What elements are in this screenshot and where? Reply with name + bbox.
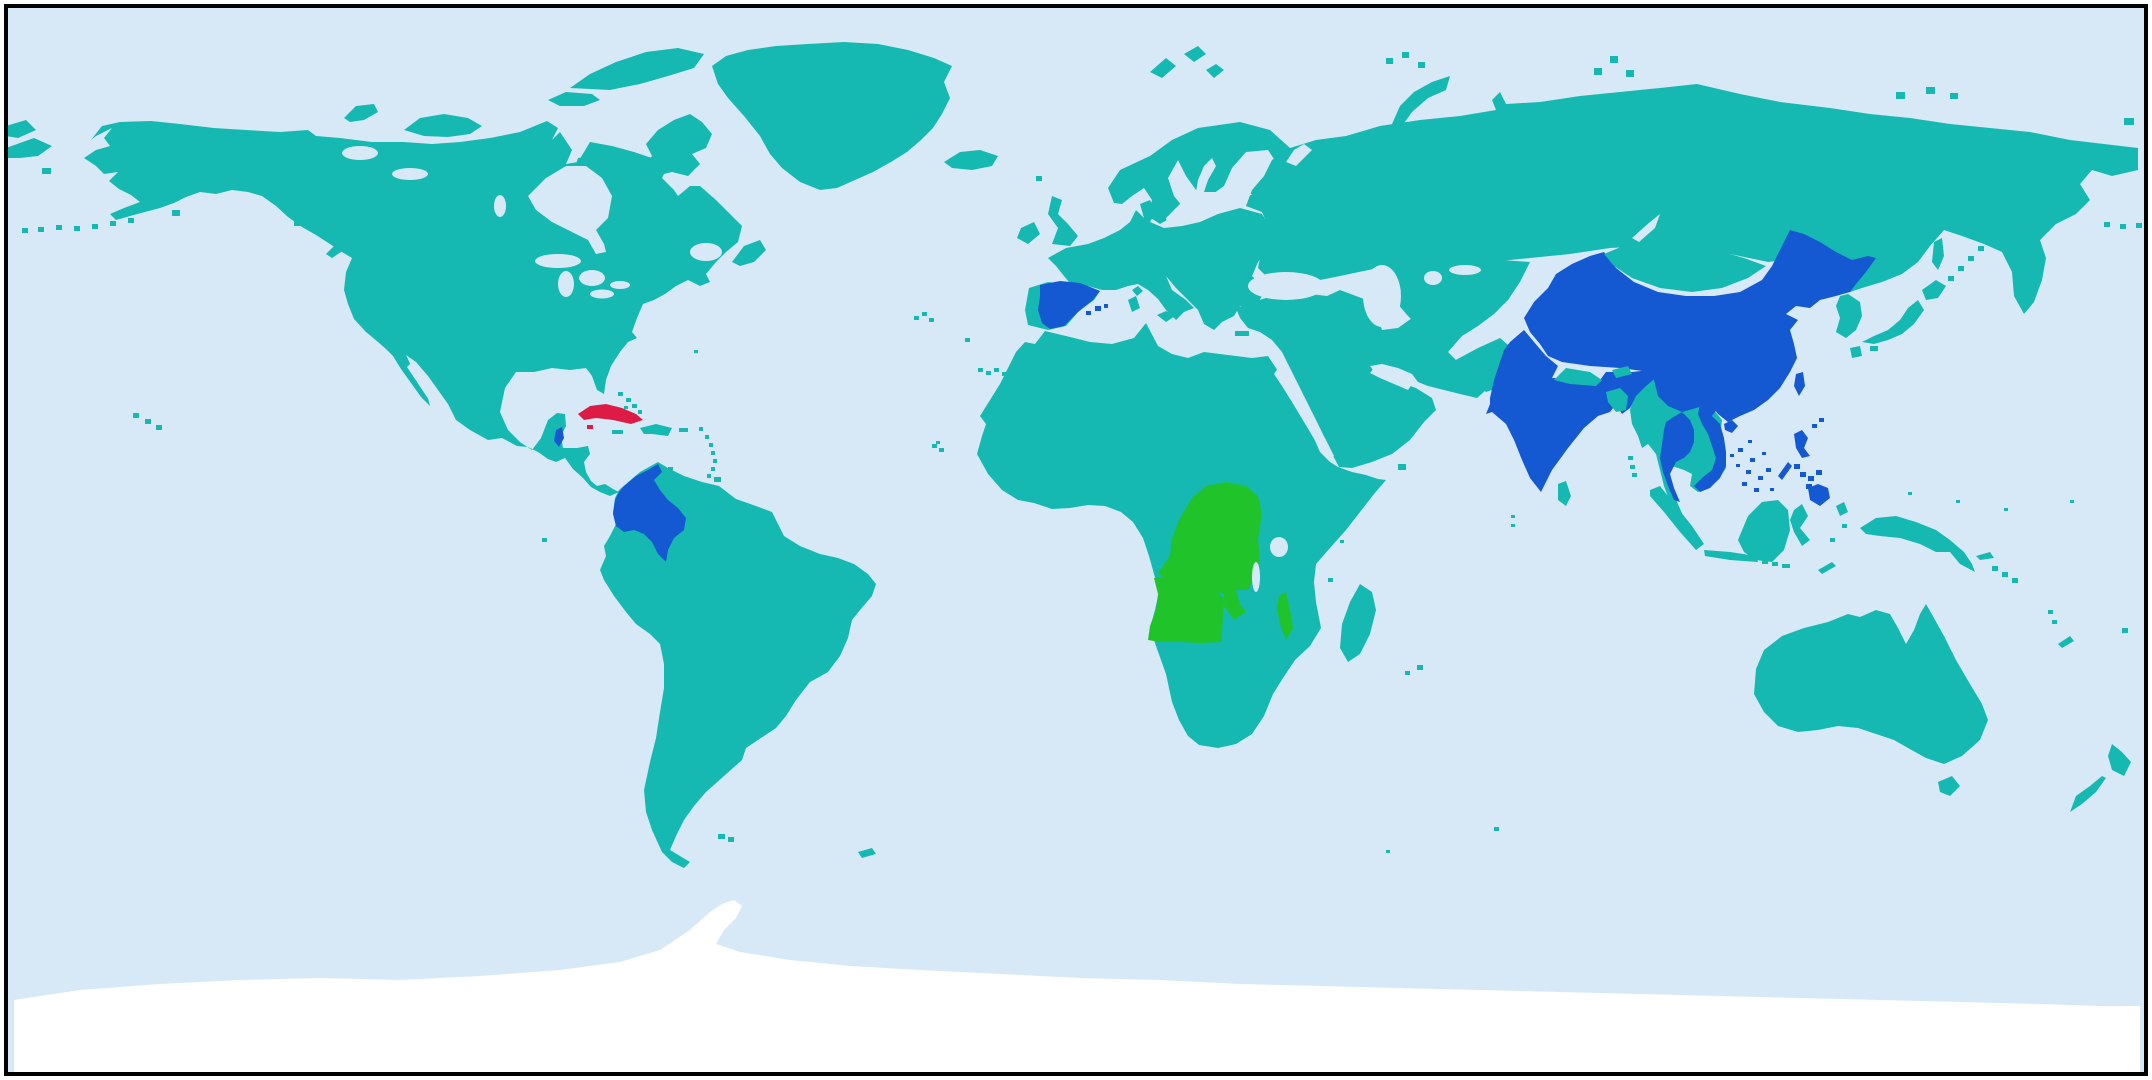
region-japan	[1850, 280, 1946, 358]
highlighted-countries	[554, 230, 1876, 643]
water-caspian-sea	[1363, 265, 1401, 327]
region-korea-overlay	[1836, 294, 1862, 338]
water-aral-sea	[1424, 271, 1442, 285]
water-red-sea	[1274, 368, 1334, 460]
region-spain	[1038, 281, 1100, 329]
region-thailand	[1660, 412, 1694, 502]
region-new-guinea	[1860, 516, 1975, 572]
region-madagascar	[1340, 584, 1376, 662]
map-content	[8, 42, 2142, 1072]
water-persian-gulf	[1370, 368, 1412, 390]
region-bhutan-overlay	[1612, 366, 1632, 378]
region-antarctica	[14, 900, 2140, 1072]
region-mongolia-overlay	[1604, 240, 1766, 292]
region-south-america	[600, 462, 876, 868]
water-lake-superior	[535, 254, 581, 268]
region-cuba	[578, 404, 643, 429]
water-lake-victoria	[1270, 537, 1288, 557]
region-russia-siberia	[1246, 84, 2138, 314]
antarctica-group	[14, 900, 2140, 1072]
water-lake-michigan	[558, 271, 574, 297]
water-lake-ontario	[610, 281, 630, 289]
region-hainan	[1724, 420, 1738, 433]
map-frame	[4, 4, 2148, 1076]
water-great-slave-lake	[392, 168, 428, 180]
water-lake-erie	[590, 289, 614, 299]
region-dr-congo	[1158, 482, 1262, 620]
region-sakhalin-kurils	[1932, 238, 1984, 281]
region-malawi	[1277, 592, 1293, 640]
water-great-bear-lake	[342, 146, 378, 160]
region-bangladesh-overlay	[1606, 388, 1628, 412]
water-lake-baikal	[1632, 214, 1660, 242]
region-vietnam	[1694, 400, 1726, 492]
water-hudson-bay	[528, 166, 612, 254]
water-lake-winnipeg	[494, 195, 506, 217]
region-philippines	[1778, 418, 1830, 506]
region-indonesia	[1650, 486, 1848, 574]
region-colombia	[613, 464, 686, 562]
water-white-sea	[1286, 144, 1312, 166]
region-british-isles	[1017, 176, 1078, 246]
region-middle-east	[1236, 290, 1486, 468]
region-south-china-sea-islets	[1730, 440, 1774, 492]
region-new-zealand	[2070, 744, 2131, 812]
water-gulf-st-lawrence	[690, 243, 722, 261]
region-china	[1524, 230, 1876, 422]
water-gulf-of-california	[407, 362, 436, 403]
region-australia	[1754, 604, 1988, 764]
water-baltic-sea	[1166, 158, 1252, 226]
water-lake-huron	[579, 270, 605, 286]
region-angola	[1148, 576, 1224, 643]
region-sri-lanka	[1558, 481, 1571, 506]
region-chukotka-west-wrap	[8, 120, 52, 158]
water-lake-balkhash	[1449, 265, 1481, 275]
region-iceland	[944, 150, 998, 170]
region-taiwan	[1794, 372, 1805, 396]
region-greenland	[712, 42, 952, 190]
region-europe	[1048, 200, 1290, 330]
water-lake-tanganyika	[1252, 562, 1260, 592]
region-nepal-overlay	[1554, 368, 1602, 386]
water-black-sea	[1248, 272, 1324, 300]
region-india	[1486, 330, 1658, 492]
region-tasmania	[1938, 776, 1960, 796]
region-balearic-islands	[1086, 304, 1108, 315]
region-north-american-islands	[42, 48, 766, 266]
inland-waters	[342, 144, 1660, 592]
region-central-asia	[1378, 260, 1530, 352]
region-belize	[554, 427, 564, 447]
